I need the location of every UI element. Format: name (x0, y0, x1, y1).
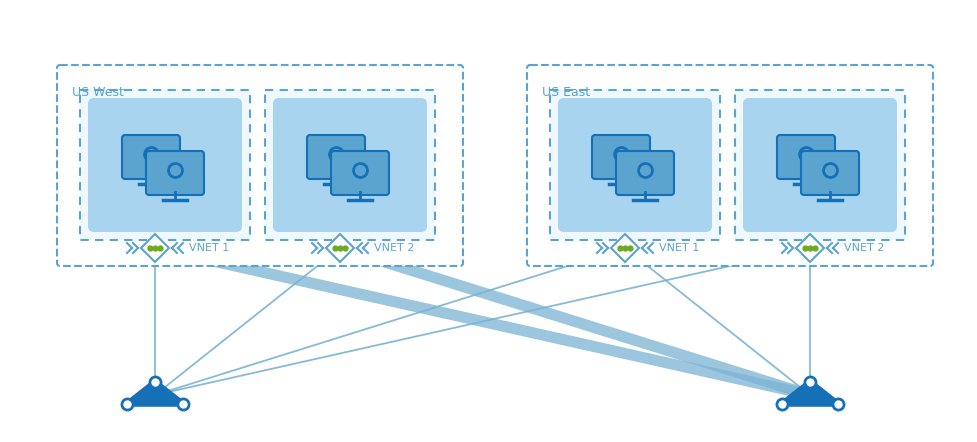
FancyBboxPatch shape (558, 98, 712, 232)
FancyBboxPatch shape (801, 151, 859, 195)
FancyBboxPatch shape (265, 90, 435, 240)
FancyBboxPatch shape (122, 135, 180, 179)
Polygon shape (796, 234, 824, 262)
FancyBboxPatch shape (527, 65, 933, 266)
FancyBboxPatch shape (307, 135, 365, 179)
Text: US West: US West (72, 86, 124, 99)
FancyBboxPatch shape (88, 98, 242, 232)
FancyBboxPatch shape (146, 151, 204, 195)
FancyBboxPatch shape (57, 65, 463, 266)
FancyBboxPatch shape (80, 90, 250, 240)
Text: VNET 1: VNET 1 (659, 243, 700, 253)
FancyBboxPatch shape (550, 90, 720, 240)
FancyBboxPatch shape (777, 135, 835, 179)
Polygon shape (611, 234, 639, 262)
FancyBboxPatch shape (331, 151, 389, 195)
Polygon shape (782, 382, 838, 404)
Text: VNET 1: VNET 1 (189, 243, 230, 253)
Text: US East: US East (542, 86, 590, 99)
Text: VNET 2: VNET 2 (374, 243, 414, 253)
Polygon shape (127, 382, 183, 404)
FancyBboxPatch shape (592, 135, 650, 179)
Polygon shape (141, 234, 169, 262)
FancyBboxPatch shape (616, 151, 674, 195)
Polygon shape (326, 234, 354, 262)
Text: VNET 2: VNET 2 (844, 243, 884, 253)
FancyBboxPatch shape (735, 90, 905, 240)
FancyBboxPatch shape (743, 98, 897, 232)
FancyBboxPatch shape (273, 98, 427, 232)
